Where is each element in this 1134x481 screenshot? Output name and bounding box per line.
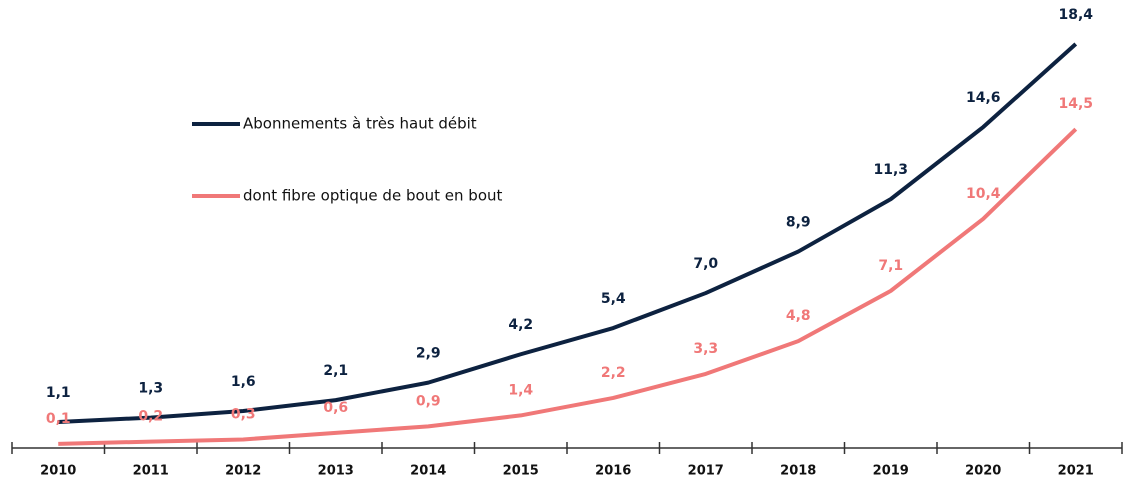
data-label: 14,5 <box>1058 96 1093 112</box>
series-line <box>58 127 1078 446</box>
legend-label: Abonnements à très haut débit <box>243 115 477 133</box>
x-tick-label: 2021 <box>1058 464 1094 479</box>
data-label: 0,6 <box>323 400 348 416</box>
data-label: 8,9 <box>786 215 811 231</box>
data-label: 2,1 <box>323 363 348 379</box>
data-label: 7,1 <box>878 258 903 274</box>
data-label: 1,3 <box>138 381 163 397</box>
x-tick-label: 2011 <box>133 464 169 479</box>
x-tick-label: 2015 <box>503 464 539 479</box>
series-line <box>58 42 1078 424</box>
data-label: 0,3 <box>231 406 256 422</box>
data-label: 4,8 <box>786 308 811 324</box>
x-tick-label: 2012 <box>225 464 261 479</box>
data-label: 18,4 <box>1058 7 1093 23</box>
data-label: 11,3 <box>873 162 908 178</box>
data-label: 7,0 <box>693 256 718 272</box>
data-label: 10,4 <box>966 186 1001 202</box>
data-label: 4,2 <box>508 317 533 333</box>
data-label: 0,9 <box>416 393 441 409</box>
x-tick-label: 2020 <box>965 464 1001 479</box>
data-label: 14,6 <box>966 90 1001 106</box>
data-label: 0,1 <box>46 411 71 427</box>
data-label: 3,3 <box>693 341 718 357</box>
x-tick-label: 2014 <box>410 464 446 479</box>
data-label: 5,4 <box>601 291 626 307</box>
data-label: 1,4 <box>508 382 533 398</box>
x-tick-label: 2017 <box>688 464 724 479</box>
data-label: 2,9 <box>416 346 441 362</box>
data-label: 1,6 <box>231 374 256 390</box>
x-tick-label: 2018 <box>780 464 816 479</box>
x-tick-label: 2013 <box>318 464 354 479</box>
data-label: 0,2 <box>138 409 163 425</box>
legend-label: dont fibre optique de bout en bout <box>243 187 503 205</box>
x-tick-label: 2019 <box>873 464 909 479</box>
data-label: 2,2 <box>601 365 626 381</box>
x-tick-label: 2016 <box>595 464 631 479</box>
x-tick-label: 2010 <box>40 464 76 479</box>
data-label: 1,1 <box>46 385 71 401</box>
